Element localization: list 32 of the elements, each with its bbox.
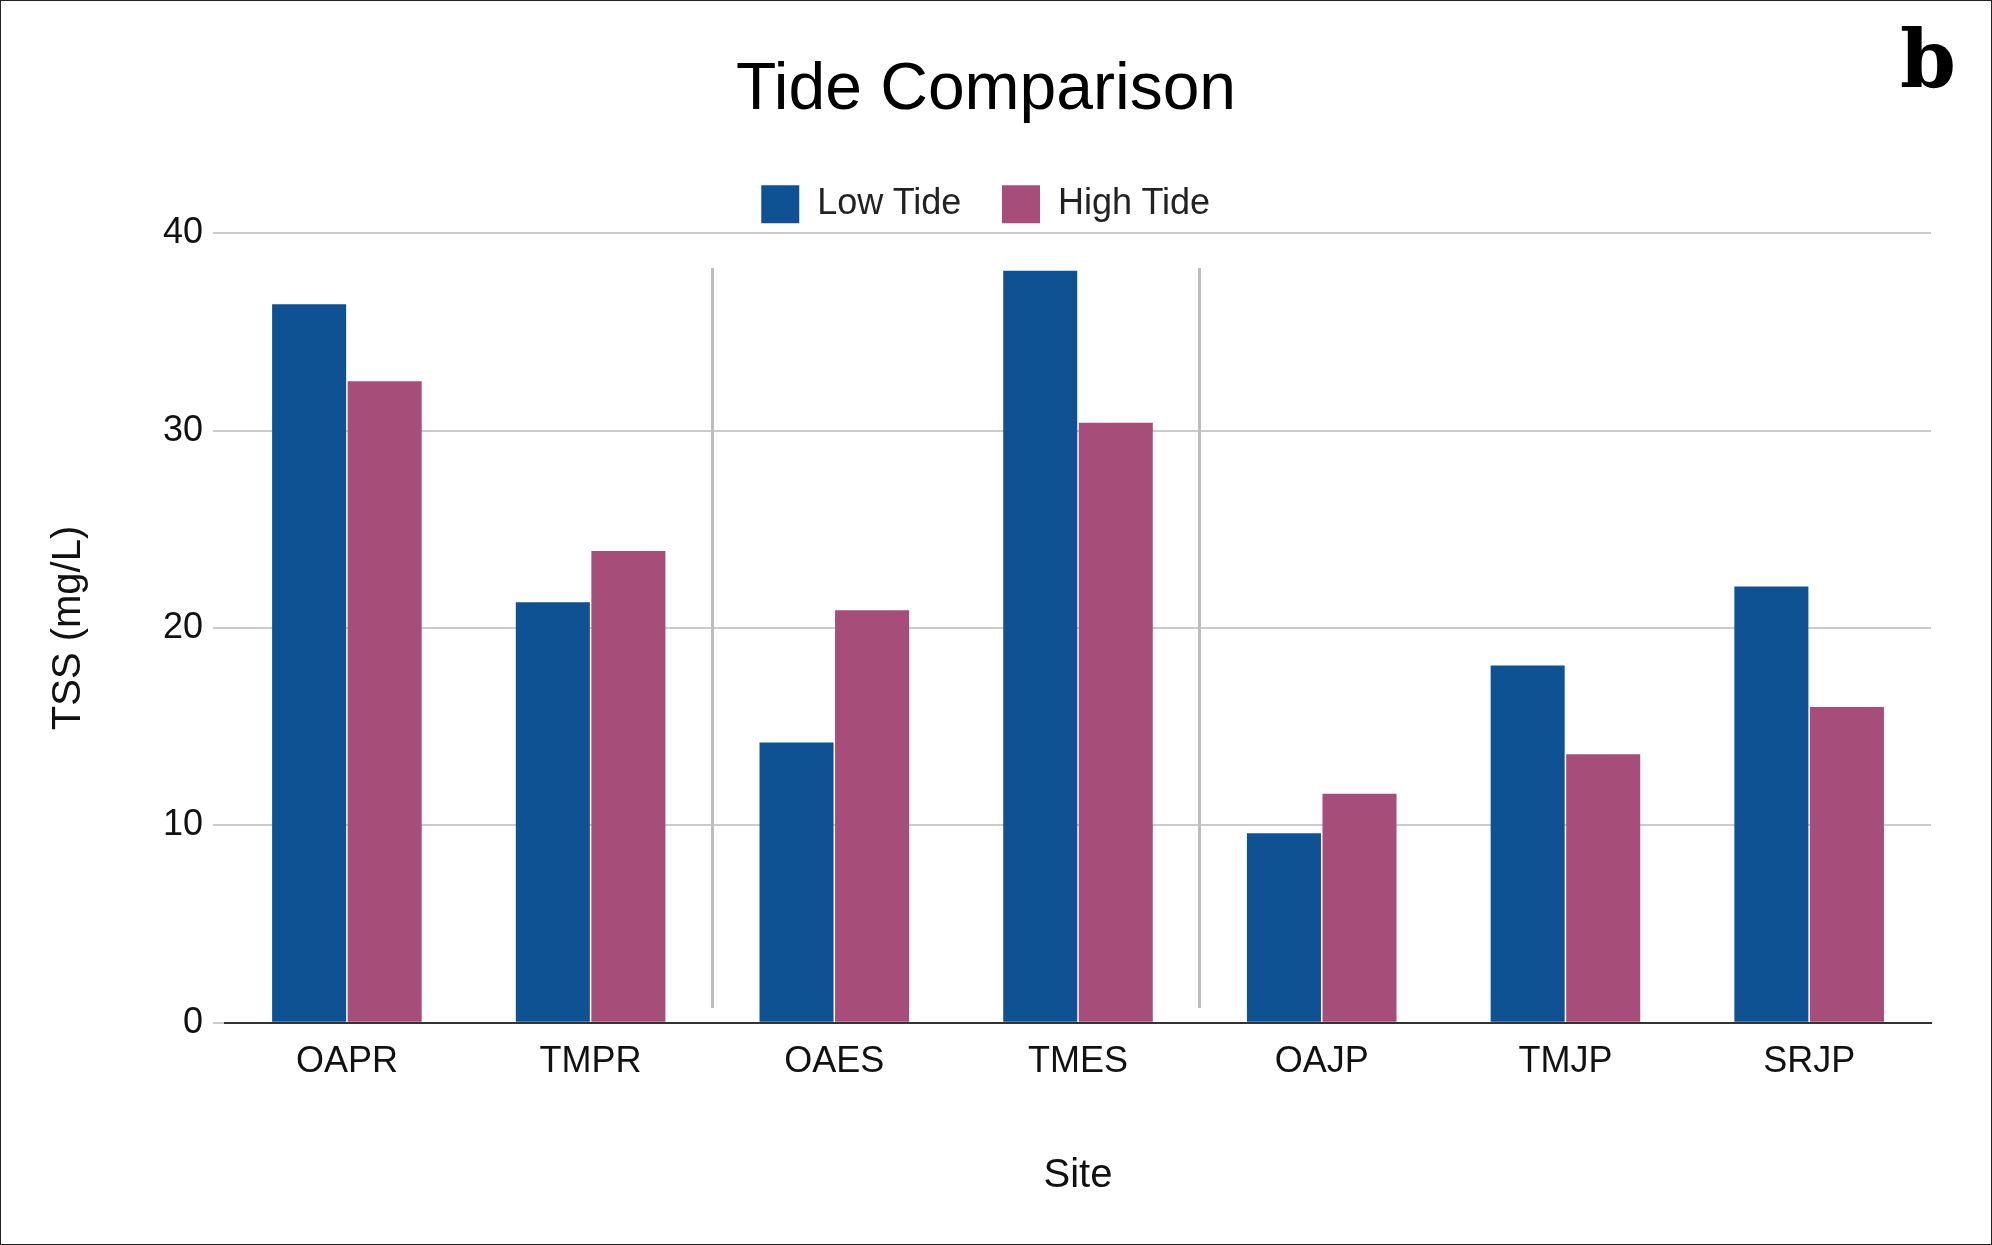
x-tick-label: OAJP — [1274, 1039, 1369, 1081]
legend-label: High Tide — [1058, 181, 1211, 223]
legend-label: Low Tide — [817, 181, 962, 223]
y-tick-label: 10 — [163, 802, 204, 844]
bar — [1003, 270, 1078, 1022]
x-tick-label: TMJP — [1518, 1039, 1613, 1081]
bar — [1809, 706, 1884, 1022]
bar — [835, 610, 910, 1022]
bar — [1566, 754, 1641, 1022]
x-tick-label: TMES — [1028, 1039, 1129, 1081]
bar — [591, 551, 666, 1022]
bar — [1078, 422, 1153, 1022]
x-tick-label: TMPR — [539, 1039, 642, 1081]
bar — [272, 304, 347, 1022]
bar — [1734, 586, 1809, 1022]
bar — [347, 381, 422, 1022]
x-tick-label: OAPR — [295, 1039, 398, 1081]
y-tick-label: 0 — [183, 999, 204, 1041]
bar — [1490, 665, 1565, 1022]
bar — [515, 602, 590, 1022]
bar — [759, 742, 834, 1022]
bar — [1246, 833, 1321, 1022]
chart-title: Tide Comparison — [735, 48, 1237, 123]
y-tick-label: 30 — [163, 407, 204, 449]
x-tick-label: SRJP — [1763, 1039, 1856, 1081]
x-axis-title: Site — [1043, 1151, 1113, 1196]
y-tick-label: 40 — [163, 210, 204, 252]
y-tick-label: 20 — [163, 604, 204, 646]
bar — [1322, 793, 1397, 1022]
x-tick-label: OAES — [784, 1039, 885, 1081]
y-axis-title: TSS (mg/L) — [44, 525, 89, 731]
text: b — [1900, 11, 1956, 106]
